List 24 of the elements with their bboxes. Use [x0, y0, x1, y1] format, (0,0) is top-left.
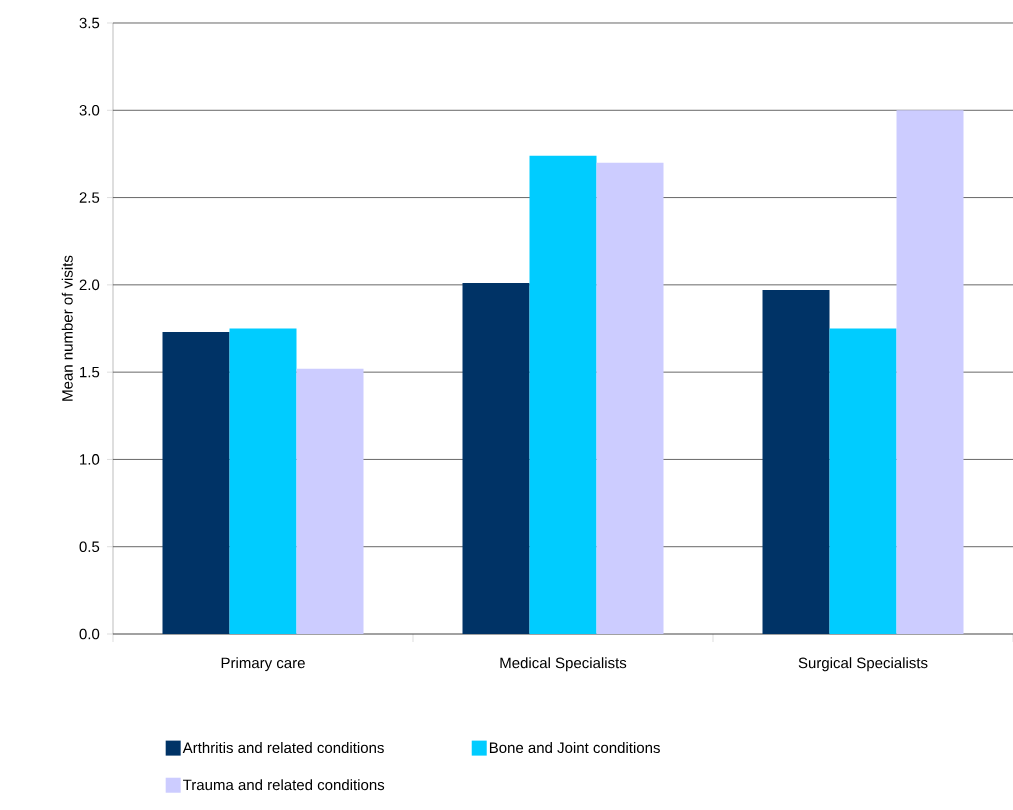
bar: [896, 110, 964, 634]
y-axis-title: Mean number of visits: [61, 255, 73, 401]
bar: [596, 162, 664, 634]
x-tick-label: Surgical Specialists: [798, 657, 928, 672]
bar: [296, 368, 364, 634]
bar: [529, 155, 597, 634]
y-tick-label: 1.0: [80, 454, 100, 465]
y-tick-label: 3.5: [79, 17, 100, 29]
bar: [162, 331, 230, 634]
bar: [829, 328, 897, 634]
legend-label: Arthritis and related conditions: [182, 742, 384, 754]
bar: [762, 290, 830, 634]
x-tick-label: Primary care: [221, 657, 305, 672]
y-tick-label: 2.0: [79, 279, 100, 291]
x-tick-label: Medical Specialists: [500, 657, 627, 672]
y-tick-label: 0.0: [79, 628, 100, 640]
y-tick-label: 3.0: [79, 104, 100, 116]
y-tick-label: 0.5: [79, 541, 100, 553]
legend-label: Bone and Joint conditions: [489, 742, 660, 754]
y-tick-label: 1.5: [80, 366, 100, 378]
y-tick-label: 2.5: [79, 192, 100, 203]
bar: [462, 283, 530, 634]
bar: [229, 328, 297, 634]
legend-label: Trauma and related conditions: [183, 779, 385, 791]
